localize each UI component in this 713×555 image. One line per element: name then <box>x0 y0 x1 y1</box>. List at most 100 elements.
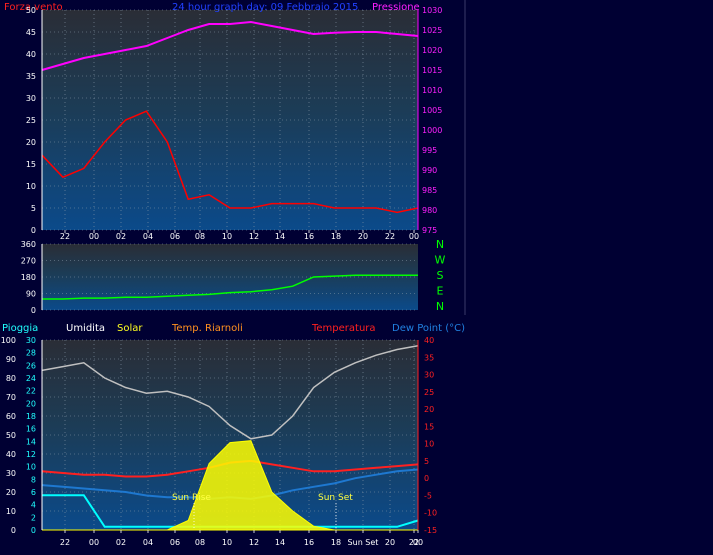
bot-x-tick-label: 00 <box>89 538 99 547</box>
axis-ticks: 0510152025303540455097598098599099510001… <box>1 6 443 547</box>
right-axis-tick-label: 980 <box>422 206 437 215</box>
temp-axis-tick-label: -5 <box>424 491 432 500</box>
bot-x-tick-label: 16 <box>304 538 314 547</box>
top-x-tick-label: 22 <box>60 232 70 241</box>
humidity-axis-tick-label: 10 <box>6 507 16 516</box>
compass-letter: S <box>437 269 444 282</box>
humidity-axis-tick-label: 0 <box>11 526 16 535</box>
humidity-axis-tick-label: 90 <box>6 355 16 364</box>
rain-axis-tick-label: 26 <box>26 361 36 370</box>
temp-axis-tick-label: 5 <box>424 457 429 466</box>
bot-x-tick-label: 10 <box>222 538 232 547</box>
temp-axis-tick-label: 40 <box>424 336 434 345</box>
graph-title: 24 hour graph day: 09 Febbraio 2015 <box>172 2 358 13</box>
left-axis-tick-label: 5 <box>31 204 36 213</box>
rain-axis-tick-label: 6 <box>31 488 36 497</box>
bot-x-tick-label: 20 <box>385 538 395 547</box>
series-solar <box>42 440 418 531</box>
sun-rise-label: Sun Rise <box>172 493 211 503</box>
left-axis-tick-label: 20 <box>26 138 36 147</box>
left-axis-tick-label: 10 <box>26 182 36 191</box>
rain-axis-tick-label: 10 <box>26 463 36 472</box>
top-x-tick-label: 20 <box>358 232 368 241</box>
rain-axis-tick-label: 16 <box>26 425 36 434</box>
rain-axis-tick-label: 2 <box>31 513 36 522</box>
rain-axis-tick-label: 4 <box>31 501 36 510</box>
dewpoint-label: Dew Point (°C) <box>392 323 465 334</box>
rain-axis-tick-label: 18 <box>26 412 36 421</box>
humidity-axis-tick-label: 30 <box>6 469 16 478</box>
solar-label: Solar <box>117 323 143 334</box>
top-x-tick-label: 00 <box>89 232 99 241</box>
rain-axis-tick-label: 28 <box>26 349 36 358</box>
data-marks <box>41 20 419 531</box>
sun-set-label: Sun Set <box>318 493 353 503</box>
humidity-axis-tick-label: 20 <box>6 488 16 497</box>
top-x-tick-label: 16 <box>304 232 314 241</box>
humidity-axis-tick-label: 100 <box>1 336 16 345</box>
bot-x-tick-label: 04 <box>143 538 153 547</box>
compass-letter: N <box>436 238 444 251</box>
right-axis-tick-label: 975 <box>422 226 437 235</box>
rain-axis-tick-label: 20 <box>26 399 36 408</box>
temp-axis-tick-label: 25 <box>424 388 434 397</box>
left-axis-tick-label: 0 <box>31 226 36 235</box>
series-wind-direction <box>42 274 418 300</box>
wind-label: Forza vento <box>4 2 63 13</box>
left-axis-tick-label: 30 <box>26 94 36 103</box>
bot-x-tick-label: 12 <box>249 538 259 547</box>
rain-axis-tick-label: 22 <box>26 387 36 396</box>
dir-axis-tick-label: 360 <box>21 240 36 249</box>
rain-axis-tick-label: 24 <box>26 374 36 383</box>
rain-axis-tick-label: 8 <box>31 475 36 484</box>
humidity-axis-tick-label: 70 <box>6 393 16 402</box>
right-axis-tick-label: 1005 <box>422 106 442 115</box>
temp-axis-tick-label: 20 <box>424 405 434 414</box>
left-axis-tick-label: 15 <box>26 160 36 169</box>
top-x-tick-label: 22 <box>385 232 395 241</box>
humidity-axis-tick-label: 80 <box>6 374 16 383</box>
right-axis-tick-label: 995 <box>422 146 437 155</box>
compass-letter: N <box>436 300 444 313</box>
compass-letter: E <box>437 285 444 298</box>
top-x-tick-label: 08 <box>195 232 205 241</box>
left-axis-tick-label: 25 <box>26 116 36 125</box>
right-axis-tick-label: 1000 <box>422 126 442 135</box>
top-x-tick-label: 14 <box>275 232 285 241</box>
right-axis-tick-label: 985 <box>422 186 437 195</box>
top-x-tick-label: 02 <box>116 232 126 241</box>
rain-label: Pioggia <box>2 323 38 334</box>
series-forza-vento <box>41 110 419 214</box>
temp-axis-tick-label: 0 <box>424 474 429 483</box>
temp-riarnoli-label: Temp. Riarnoli <box>171 323 243 334</box>
rain-axis-tick-label: 14 <box>26 437 36 446</box>
left-axis-tick-label: 35 <box>26 72 36 81</box>
right-axis-tick-label: 990 <box>422 166 437 175</box>
right-axis-tick-label: 1010 <box>422 86 442 95</box>
dir-axis-tick-label: 270 <box>21 257 36 266</box>
dir-axis-tick-label: 0 <box>31 306 36 315</box>
humidity-axis-tick-label: 50 <box>6 431 16 440</box>
bot-x-tick-label: 02 <box>116 538 126 547</box>
temp-axis-tick-label: -15 <box>424 526 437 535</box>
humidity-axis-tick-label: 40 <box>6 450 16 459</box>
top-x-tick-label: 00 <box>409 232 419 241</box>
bot-x-tick-label: 06 <box>170 538 180 547</box>
temp-axis-tick-label: 15 <box>424 422 434 431</box>
top-x-tick-label: 06 <box>170 232 180 241</box>
top-x-tick-label: 10 <box>222 232 232 241</box>
temperature-label: Temperatura <box>311 323 376 334</box>
right-axis-tick-label: 1020 <box>422 46 442 55</box>
bot-x-tick-label: 00 <box>413 538 423 547</box>
right-axis-tick-label: 1025 <box>422 26 442 35</box>
right-axis-tick-label: 1030 <box>422 6 442 15</box>
humidity-label: Umidita <box>66 323 105 334</box>
compass-letter: W <box>435 254 446 267</box>
temp-axis-tick-label: -10 <box>424 509 437 518</box>
bot-x-tick-label: 08 <box>195 538 205 547</box>
bot-x-tick-label: 22 <box>60 538 70 547</box>
top-x-tick-label: 18 <box>331 232 341 241</box>
series-umidita <box>41 344 419 440</box>
